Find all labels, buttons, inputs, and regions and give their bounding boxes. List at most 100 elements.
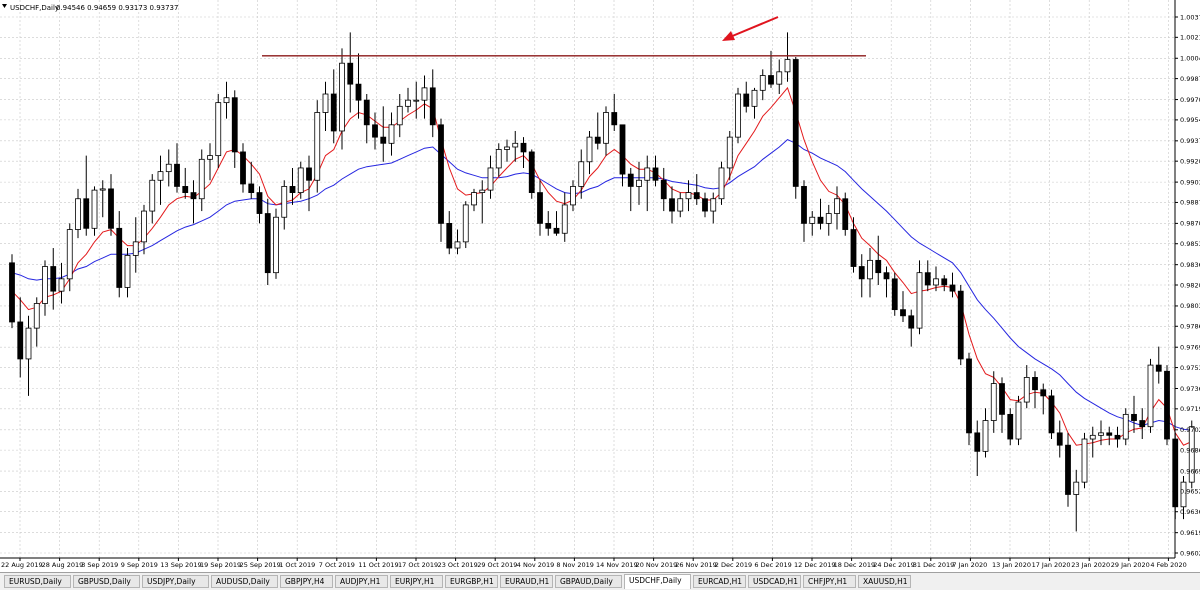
candle [66,223,73,292]
y-tick-label: 0.98535 [1180,240,1200,248]
candle [512,130,519,162]
candle-body [504,146,510,150]
candle-body [314,112,321,181]
candle-body [388,124,395,144]
candle [207,143,213,181]
candle-body [792,59,799,187]
candle [743,81,750,113]
candle [528,149,535,199]
candle-body [809,216,816,224]
tab-usdchf-daily[interactable]: USDCHF,Daily [624,574,691,589]
price-chart[interactable]: 1.00375 1.00210 1.00040 0.99875 0.99705 0.995… [0,0,1200,570]
x-tick-label: 31 Dec 2019 [913,561,955,569]
candle [677,192,684,218]
tab-gbpusd-daily[interactable]: GBPUSD,Daily [73,575,140,588]
candle [116,211,123,298]
tab-euraud-h1[interactable]: EURAUD,H1 [500,575,553,588]
candle-body [933,278,939,286]
y-tick-label: 0.98870 [1180,199,1200,207]
candle [396,94,403,138]
x-tick-label: 7 Oct 2019 [319,561,355,569]
candle-body [1155,364,1162,372]
candle [1056,420,1063,458]
grid-lines [0,0,1175,558]
candle-body [75,198,81,230]
candle-body [949,284,956,292]
x-tick-label: 7 Jan 2020 [952,561,987,569]
candle-body [735,93,741,138]
candle-body [528,151,535,193]
candle-body [751,89,758,107]
candle [784,32,791,82]
tab-chfjpy-h1[interactable]: CHFJPY,H1 [803,575,856,588]
candle [1122,408,1129,446]
candle [1155,346,1162,384]
chart-title: USDCHF,Daily 0.94546 0.94659 0.93173 0.9… [2,4,178,12]
candle-body [900,309,906,317]
candle [413,81,420,119]
candle-body [636,179,642,187]
x-tick-label: 8 Nov 2019 [556,561,594,569]
candle [141,204,147,255]
y-tick-label: 0.96190 [1180,529,1200,537]
candle [405,87,411,113]
candle [735,87,741,144]
tab-gbpaud-daily[interactable]: GBPAUD,Daily [555,575,622,588]
tab-gbpjpy-h4[interactable]: GBPJPY,H4 [280,575,333,588]
candle-body [91,189,98,229]
candle-body [908,315,915,329]
candle-body [99,188,106,191]
x-tick-label: 6 Dec 2019 [754,561,791,569]
tab-usdcad-h1[interactable]: USDCAD,H1 [748,575,801,588]
y-tick-label: 0.97195 [1180,405,1200,413]
candle [372,112,378,150]
x-tick-label: 13 Jan 2020 [992,561,1031,569]
candle-body [1056,432,1063,446]
candle [594,112,601,150]
candle-body [174,163,180,187]
candle-body [1032,377,1038,391]
candle [825,204,832,236]
tab-eurgbp-h1[interactable]: EURGBP,H1 [445,575,498,588]
y-tick-label: 0.99035 [1180,178,1200,186]
candle-body [347,62,354,85]
candle [215,94,222,168]
candle [1139,408,1146,440]
tab-xauusd-h1[interactable]: XAUUSD,H1 [858,575,911,588]
x-tick-label: 24 Dec 2019 [873,561,915,569]
tab-audjpy-h1[interactable]: AUDJPY,H1 [335,575,388,588]
chart-menu-icon[interactable] [2,4,7,8]
candle-body [817,216,824,224]
candle [91,186,98,236]
candle-body [537,192,543,224]
tab-eurcad-h1[interactable]: EURCAD,H1 [693,575,746,588]
candle-body [842,198,849,230]
candle-body [495,149,502,169]
candle [1032,371,1038,409]
tab-eurjpy-h1[interactable]: EURJPY,H1 [390,575,443,588]
candle [99,180,106,218]
candle [462,201,469,249]
candle [1073,469,1080,532]
candle [1180,475,1187,520]
candle [504,139,510,162]
y-tick-label: 0.97865 [1180,323,1200,331]
candle-body [570,186,576,206]
y-tick-label: 0.96525 [1180,488,1200,496]
x-tick-label: 3 Sep 2019 [81,561,118,569]
tab-usdjpy-daily[interactable]: USDJPY,Daily [142,575,209,588]
candle-body [553,227,560,234]
tab-eurusd-daily[interactable]: EURUSD,Daily [4,575,71,588]
candle [124,248,131,298]
y-tick-label: 0.98700 [1180,220,1200,228]
candle-body [611,112,618,126]
candle-body [273,216,279,274]
candle-body [966,358,972,434]
candle-body [446,222,453,249]
x-tick-label: 17 Oct 2019 [398,561,438,569]
y-tick-label: 1.00210 [1180,34,1200,42]
x-tick-label: 18 Dec 2019 [834,561,876,569]
candle [149,174,156,224]
tab-audusd-daily[interactable]: AUDUSD,Daily [211,575,278,588]
candle [669,186,675,224]
